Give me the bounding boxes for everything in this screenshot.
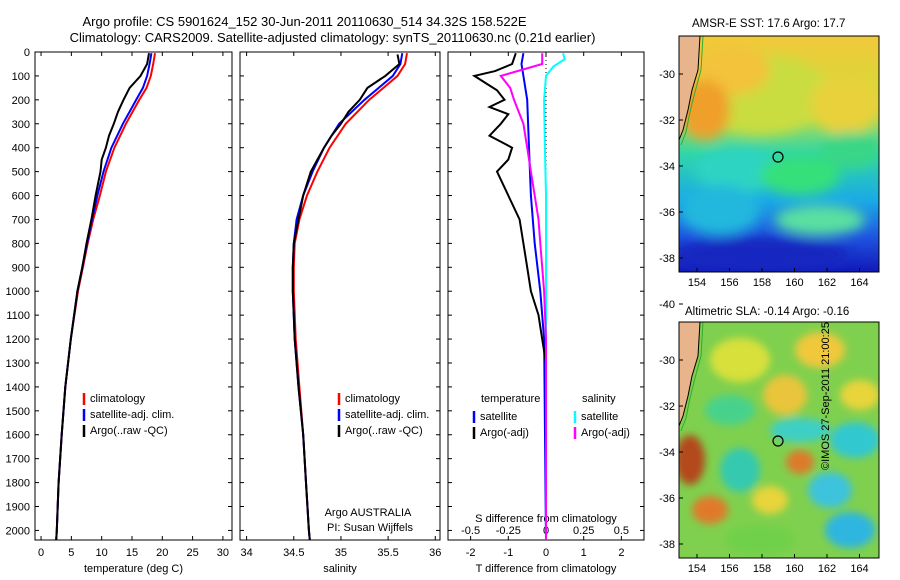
s-tick-label: -0.5 (461, 525, 480, 537)
series-line-salinity-argo-adj- (499, 53, 547, 540)
legend-label: satellite-adj. clim. (90, 409, 174, 421)
plot-title-line-2: Climatology: CARS2009. Satellite-adjuste… (69, 30, 596, 45)
depth-tick-label: 300 (12, 119, 30, 131)
depth-tick-label: 1900 (6, 502, 30, 514)
float-info-text: Argo AUSTRALIA (325, 507, 412, 519)
depth-tick-label: 1400 (6, 382, 30, 394)
series-line-temperature-argo-adj- (471, 52, 547, 540)
x-axis-label: salinity (323, 563, 357, 575)
x-tick-label: 5 (68, 547, 74, 559)
depth-tick-label: 1500 (6, 406, 30, 418)
depth-tick-label: 0 (24, 47, 30, 59)
imos-watermark: ©IMOS 27-Sep-2011 21:00:25 (820, 322, 832, 470)
legend-header-temperature: temperature (481, 393, 540, 405)
legend-label: Argo(..raw -QC) (345, 425, 423, 437)
legend-label: climatology (345, 393, 401, 405)
plot-axes-1 (34, 51, 233, 541)
series-line-temperature-satellite (520, 53, 547, 541)
x-tick-label: 36 (429, 547, 441, 559)
legend-label: Argo(-adj) (480, 427, 529, 439)
depth-tick-label: 500 (12, 167, 30, 179)
depth-tick-label: 1800 (6, 478, 30, 490)
pi-info-text: PI: Susan Wijffels (327, 522, 413, 534)
s-tick-label: 0.25 (573, 525, 594, 537)
depth-tick-label: 800 (12, 238, 30, 250)
legend-label: Argo(..raw -QC) (90, 425, 168, 437)
depth-tick-label: 400 (12, 143, 30, 155)
x-tick-label: 2 (618, 547, 624, 559)
depth-tick-label: 1600 (6, 430, 30, 442)
x-axis-label: T difference from climatology (476, 563, 617, 575)
legend-label: Argo(-adj) (581, 427, 630, 439)
depth-tick-label: 1000 (6, 286, 30, 298)
x-tick-label: 15 (126, 547, 138, 559)
x-tick-label: -2 (466, 547, 476, 559)
depth-tick-label: 900 (12, 262, 30, 274)
legend-label: satellite (480, 411, 517, 423)
depth-tick-label: 2000 (6, 525, 30, 537)
plot-title-line-1: Argo profile: CS 5901624_152 30-Jun-2011… (82, 14, 527, 29)
series-line-salinity-satellite (543, 52, 566, 540)
x-tick-label: 34.5 (283, 547, 304, 559)
series-line-argo-raw-qc- (291, 54, 401, 541)
x-tick-label: 0 (543, 547, 549, 559)
x-tick-label: 10 (96, 547, 108, 559)
s-tick-label: -0.25 (496, 525, 521, 537)
series-line-argo-raw-qc- (55, 53, 150, 541)
depth-tick-label: 700 (12, 214, 30, 226)
x-tick-label: 20 (156, 547, 168, 559)
depth-tick-label: 1200 (6, 334, 30, 346)
s-tick-label: 0.5 (614, 525, 629, 537)
x-tick-label: 30 (217, 547, 229, 559)
x-tick-label: 34 (240, 547, 252, 559)
x-tick-label: 35.5 (377, 547, 398, 559)
legend-label: satellite-adj. clim. (345, 409, 429, 421)
x-axis-label: temperature (deg C) (84, 563, 183, 575)
legend-label: climatology (90, 393, 146, 405)
sla-map-title: Altimetric SLA: -0.14 Argo: -0.16 (685, 306, 850, 318)
depth-tick-label: 100 (12, 71, 30, 83)
x-tick-label: 35 (335, 547, 347, 559)
legend-header-salinity: salinity (582, 393, 616, 405)
depth-tick-label: 1700 (6, 454, 30, 466)
x-tick-label: 25 (186, 547, 198, 559)
x-tick-label: 0 (38, 547, 44, 559)
legend-label: satellite (581, 411, 618, 423)
x-tick-label: -1 (503, 547, 513, 559)
depth-tick-label: 1100 (6, 310, 30, 322)
sst-map-title: AMSR-E SST: 17.6 Argo: 17.7 (692, 18, 846, 30)
depth-tick-label: 200 (12, 95, 30, 107)
depth-tick-label: 600 (12, 191, 30, 203)
x-tick-label: 1 (581, 547, 587, 559)
depth-tick-label: 1300 (6, 358, 30, 370)
